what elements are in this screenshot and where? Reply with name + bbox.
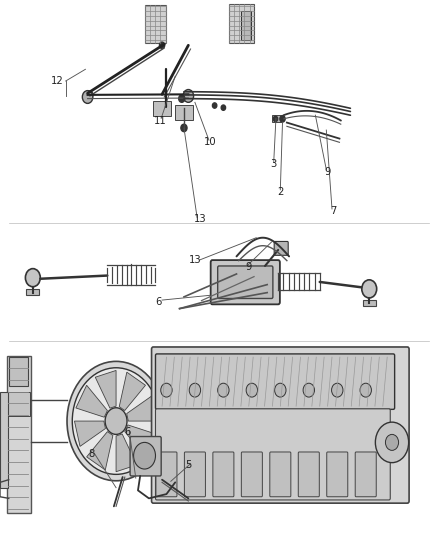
FancyBboxPatch shape xyxy=(274,241,288,255)
FancyBboxPatch shape xyxy=(213,452,234,497)
FancyBboxPatch shape xyxy=(241,452,262,497)
Circle shape xyxy=(183,90,194,102)
Circle shape xyxy=(360,383,371,397)
Circle shape xyxy=(87,91,93,99)
Circle shape xyxy=(189,383,201,397)
FancyBboxPatch shape xyxy=(355,452,376,497)
Text: 6: 6 xyxy=(124,427,130,437)
Text: 13: 13 xyxy=(189,255,201,264)
Circle shape xyxy=(72,368,160,474)
FancyBboxPatch shape xyxy=(152,347,409,503)
Text: 13: 13 xyxy=(194,214,207,224)
Polygon shape xyxy=(76,385,107,417)
FancyBboxPatch shape xyxy=(7,356,31,513)
FancyBboxPatch shape xyxy=(327,452,348,497)
Circle shape xyxy=(159,42,165,49)
FancyBboxPatch shape xyxy=(9,357,28,386)
Circle shape xyxy=(332,383,343,397)
Circle shape xyxy=(218,383,229,397)
FancyBboxPatch shape xyxy=(153,101,171,116)
Circle shape xyxy=(181,124,187,132)
Circle shape xyxy=(161,383,172,397)
Text: 12: 12 xyxy=(50,76,64,86)
Polygon shape xyxy=(119,372,145,410)
FancyBboxPatch shape xyxy=(184,452,205,497)
Circle shape xyxy=(385,434,399,450)
Polygon shape xyxy=(74,421,106,447)
Circle shape xyxy=(375,422,409,463)
Circle shape xyxy=(303,383,314,397)
FancyBboxPatch shape xyxy=(4,392,30,416)
Circle shape xyxy=(105,408,127,434)
Polygon shape xyxy=(87,432,113,470)
FancyBboxPatch shape xyxy=(155,354,395,409)
Circle shape xyxy=(280,116,285,122)
Text: 6: 6 xyxy=(155,297,162,306)
FancyBboxPatch shape xyxy=(26,289,39,295)
FancyBboxPatch shape xyxy=(218,266,273,298)
Polygon shape xyxy=(116,434,137,472)
FancyBboxPatch shape xyxy=(363,300,376,306)
Polygon shape xyxy=(127,395,158,421)
Circle shape xyxy=(212,103,217,108)
Text: 10: 10 xyxy=(204,138,216,147)
Circle shape xyxy=(275,383,286,397)
Circle shape xyxy=(362,280,377,298)
Circle shape xyxy=(82,91,93,103)
FancyBboxPatch shape xyxy=(155,409,390,500)
Text: 5: 5 xyxy=(185,460,191,470)
Circle shape xyxy=(179,95,185,102)
FancyBboxPatch shape xyxy=(145,5,166,43)
Polygon shape xyxy=(95,370,116,408)
Text: 11: 11 xyxy=(153,116,166,126)
Circle shape xyxy=(25,269,40,287)
FancyBboxPatch shape xyxy=(175,105,193,120)
Text: 8: 8 xyxy=(88,449,94,459)
FancyBboxPatch shape xyxy=(298,452,319,497)
FancyBboxPatch shape xyxy=(156,452,177,497)
Circle shape xyxy=(67,361,165,481)
Text: 9: 9 xyxy=(246,262,252,272)
FancyBboxPatch shape xyxy=(229,4,254,43)
FancyBboxPatch shape xyxy=(130,437,161,476)
FancyBboxPatch shape xyxy=(0,392,8,488)
Text: 2: 2 xyxy=(277,187,283,197)
Circle shape xyxy=(221,105,226,110)
Circle shape xyxy=(246,383,258,397)
Text: 9: 9 xyxy=(325,167,331,176)
Text: 7: 7 xyxy=(330,206,336,216)
FancyBboxPatch shape xyxy=(211,260,280,304)
FancyBboxPatch shape xyxy=(241,11,251,40)
Circle shape xyxy=(273,116,278,122)
Polygon shape xyxy=(125,425,156,457)
FancyBboxPatch shape xyxy=(270,452,291,497)
Text: 3: 3 xyxy=(271,159,277,168)
Circle shape xyxy=(134,442,155,469)
FancyBboxPatch shape xyxy=(272,115,281,122)
